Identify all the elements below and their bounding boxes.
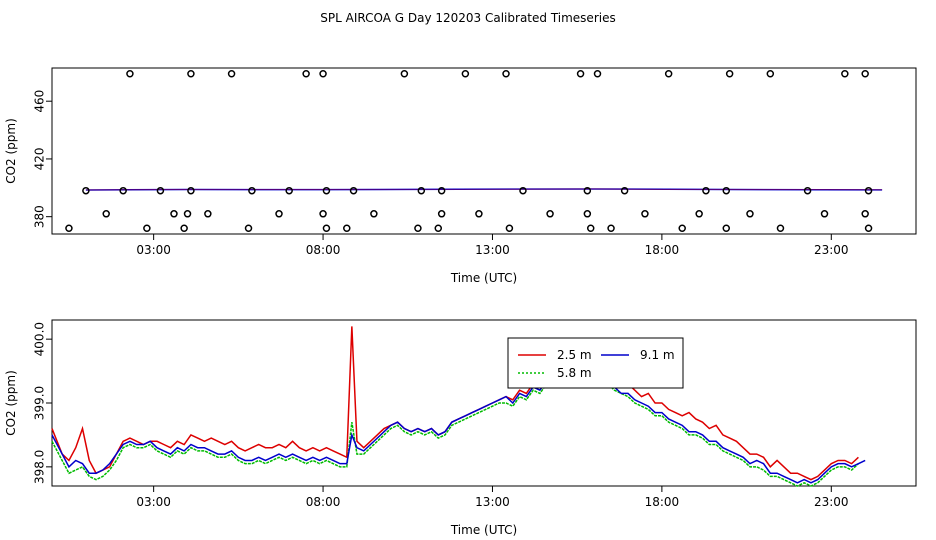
top-data-point <box>583 210 592 218</box>
top-data-point <box>119 186 127 195</box>
top-data-point <box>414 224 422 232</box>
legend-label-9-1m: 9.1 m <box>640 348 675 362</box>
top-data-point <box>187 186 195 195</box>
top-data-point <box>461 70 470 78</box>
top-data-point <box>864 224 873 232</box>
top-data-point <box>322 186 331 195</box>
top-x-tick-label: 08:00 <box>306 243 341 257</box>
bottom-x-tick-label: 18:00 <box>645 495 680 509</box>
top-data-point <box>820 210 829 218</box>
top-data-point <box>400 70 409 78</box>
top-data-point <box>803 186 812 195</box>
top-y-tick-label: 380 <box>32 205 46 228</box>
top-data-point <box>593 70 602 78</box>
top-data-point <box>65 224 73 232</box>
top-data-point <box>505 224 514 232</box>
top-data-point <box>143 224 151 232</box>
top-data-point <box>187 70 195 78</box>
top-data-point <box>546 210 554 218</box>
top-plot-frame <box>51 67 917 235</box>
top-data-point <box>437 186 446 195</box>
top-data-point <box>170 210 178 218</box>
top-data-point <box>180 224 188 232</box>
top-x-tick-label: 18:00 <box>645 243 680 257</box>
top-data-point <box>102 210 110 218</box>
top-data-point <box>285 186 293 195</box>
top-data-point <box>620 186 629 195</box>
top-data-point <box>248 186 256 195</box>
top-x-tick-label: 03:00 <box>136 243 171 257</box>
chart-title: SPL AIRCOA G Day 120203 Calibrated Times… <box>320 11 615 25</box>
top-data-point <box>302 70 310 78</box>
top-y-tick-label: 460 <box>33 90 47 113</box>
top-data-point <box>519 186 527 195</box>
top-data-point <box>861 210 869 218</box>
top-data-point <box>227 70 236 78</box>
top-x-axis-label: Time (UTC) <box>450 271 517 285</box>
top-data-point <box>776 224 785 232</box>
top-data-point <box>275 210 283 218</box>
bottom-x-tick-label: 08:00 <box>306 495 341 509</box>
top-data-point <box>156 186 165 195</box>
top-data-point <box>370 210 378 218</box>
series-line-2-5-m <box>51 326 859 481</box>
top-data-point <box>841 70 849 78</box>
bottom-plot-frame <box>51 319 917 487</box>
top-x-tick-label: 13:00 <box>475 243 510 257</box>
bottom-y-tick-label: 399.0 <box>33 386 47 420</box>
top-data-point <box>82 186 90 195</box>
top-data-point <box>437 210 446 218</box>
top-data-point <box>349 186 358 195</box>
bottom-x-tick-label: 23:00 <box>814 495 849 509</box>
top-data-point <box>583 186 592 195</box>
top-data-point <box>417 186 426 195</box>
top-data-point <box>343 224 351 232</box>
top-data-point <box>183 210 192 218</box>
legend: 2.5 m 9.1 m 5.8 m <box>507 337 684 389</box>
series-line-9-1-m <box>51 370 866 484</box>
top-data-point <box>678 224 686 232</box>
top-data-point <box>766 70 775 78</box>
top-data-point <box>475 210 483 218</box>
top-data-point <box>695 210 703 218</box>
top-data-point <box>576 70 585 78</box>
top-data-point <box>434 224 443 232</box>
series-line-5-8-m <box>51 373 859 487</box>
top-data-point <box>641 210 649 218</box>
top-data-point <box>126 70 134 78</box>
top-data-point <box>746 210 754 218</box>
top-data-point <box>702 186 710 195</box>
legend-box <box>507 337 684 389</box>
top-data-point <box>722 224 731 232</box>
bottom-y-tick-label: 398.0 <box>33 450 47 484</box>
bottom-panel: 03:00 08:00 13:00 18:00 23:00 398.0 399.0 400.… <box>4 319 917 537</box>
top-y-axis-label: CO2 (ppm) <box>4 118 18 184</box>
top-data-point <box>861 70 869 78</box>
top-data-point <box>864 186 873 195</box>
top-data-point <box>722 186 731 195</box>
bottom-x-tick-label: 13:00 <box>475 495 510 509</box>
bottom-x-tick-label: 03:00 <box>136 495 171 509</box>
top-panel: 03:00 08:00 13:00 18:00 23:00 380 420 460 Time… <box>4 67 917 285</box>
top-data-point <box>319 70 327 78</box>
top-x-tick-label: 23:00 <box>814 243 849 257</box>
top-data-point <box>204 210 212 218</box>
top-data-point <box>502 70 510 78</box>
bottom-y-tick-label: 400.0 <box>33 322 47 356</box>
top-y-tick-label: 420 <box>33 147 47 170</box>
top-data-point <box>319 210 327 218</box>
top-data-point <box>322 224 331 232</box>
top-data-point <box>725 70 734 78</box>
bottom-y-axis-label: CO2 (ppm) <box>4 370 18 436</box>
top-data-point <box>664 70 673 78</box>
top-data-point <box>586 224 595 232</box>
bottom-x-axis-label: Time (UTC) <box>450 523 517 537</box>
legend-label-5-8m: 5.8 m <box>557 366 592 380</box>
top-data-point <box>607 224 615 232</box>
top-data-point <box>244 224 253 232</box>
legend-label-2-5m: 2.5 m <box>557 348 592 362</box>
